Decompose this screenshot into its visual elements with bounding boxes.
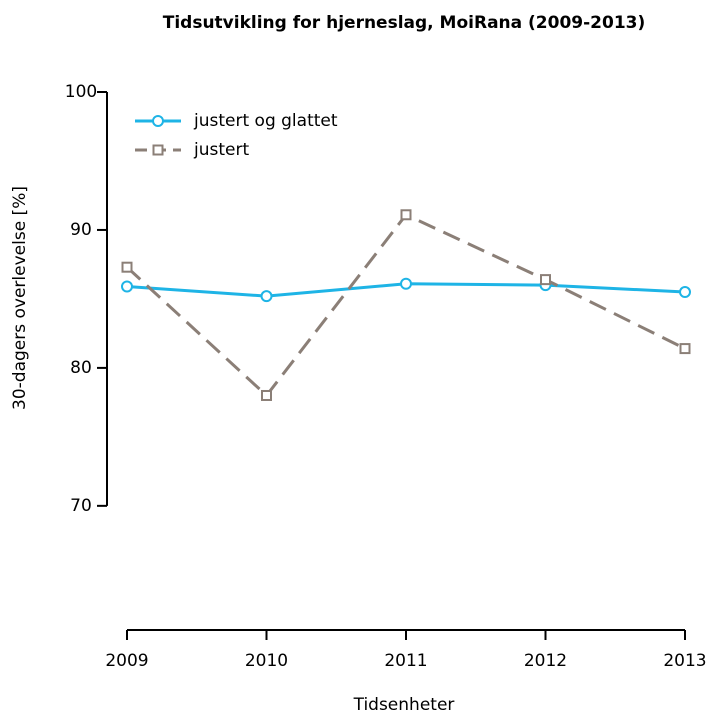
point: [121, 280, 133, 293]
x-axis-label: Tidsenheter: [353, 695, 455, 715]
x-tick-label: 2011: [384, 651, 427, 671]
point: [121, 261, 133, 273]
point: [679, 343, 691, 355]
x-tick-label: 2010: [245, 651, 288, 671]
x-tick-label: 2012: [524, 651, 567, 671]
series-line: [125, 212, 686, 398]
legend-label: justert: [193, 140, 249, 160]
point: [400, 277, 412, 290]
point: [540, 274, 551, 286]
y-axis-label: 30-dagers overlevelse [%]: [10, 186, 30, 410]
y-tick-label: 90: [70, 220, 92, 240]
y-tick-label: 100: [65, 82, 97, 102]
point: [400, 209, 412, 221]
point: [261, 389, 272, 401]
point: [679, 286, 691, 299]
legend-marker: [152, 144, 164, 156]
x-tick-label: 2009: [105, 651, 148, 671]
point: [260, 290, 273, 303]
chart-title: Tidsutvikling for hjerneslag, MoiRana (2…: [163, 13, 646, 33]
x-tick-label: 2013: [663, 651, 706, 671]
legend-label: justert og glattet: [193, 111, 338, 131]
y-tick-label: 80: [70, 358, 92, 378]
y-tick-label: 70: [70, 496, 92, 516]
legend-marker: [152, 115, 164, 127]
